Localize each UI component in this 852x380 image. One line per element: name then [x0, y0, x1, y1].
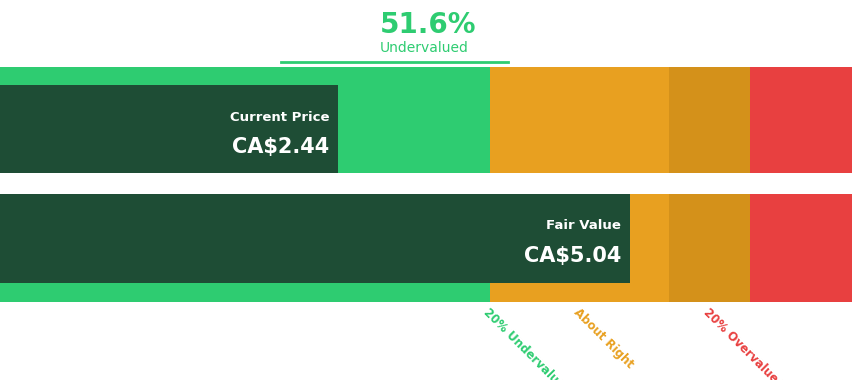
Bar [668, 67, 749, 86]
Text: Fair Value: Fair Value [545, 218, 620, 231]
Text: CA$2.44: CA$2.44 [232, 137, 329, 157]
Bar [0, 173, 852, 194]
Bar [668, 283, 749, 302]
Bar [490, 194, 668, 283]
Bar [668, 86, 749, 173]
Text: 51.6%: 51.6% [379, 11, 475, 39]
Bar [749, 67, 852, 86]
Bar [0, 67, 490, 86]
Bar [749, 86, 852, 173]
Text: CA$5.04: CA$5.04 [523, 246, 620, 266]
Bar [0, 86, 337, 173]
Text: 20% Undervalued: 20% Undervalued [481, 306, 573, 380]
Bar [490, 283, 668, 302]
Bar [0, 283, 490, 302]
Bar [490, 67, 668, 86]
Bar [749, 194, 852, 283]
Text: Current Price: Current Price [229, 111, 329, 124]
Bar [490, 86, 668, 173]
Text: Undervalued: Undervalued [379, 41, 468, 54]
Bar [0, 194, 629, 283]
Bar [0, 86, 490, 173]
Bar [0, 194, 490, 283]
Bar [668, 194, 749, 283]
Text: 20% Overvalued: 20% Overvalued [699, 306, 785, 380]
Bar [749, 283, 852, 302]
Text: About Right: About Right [570, 306, 635, 371]
